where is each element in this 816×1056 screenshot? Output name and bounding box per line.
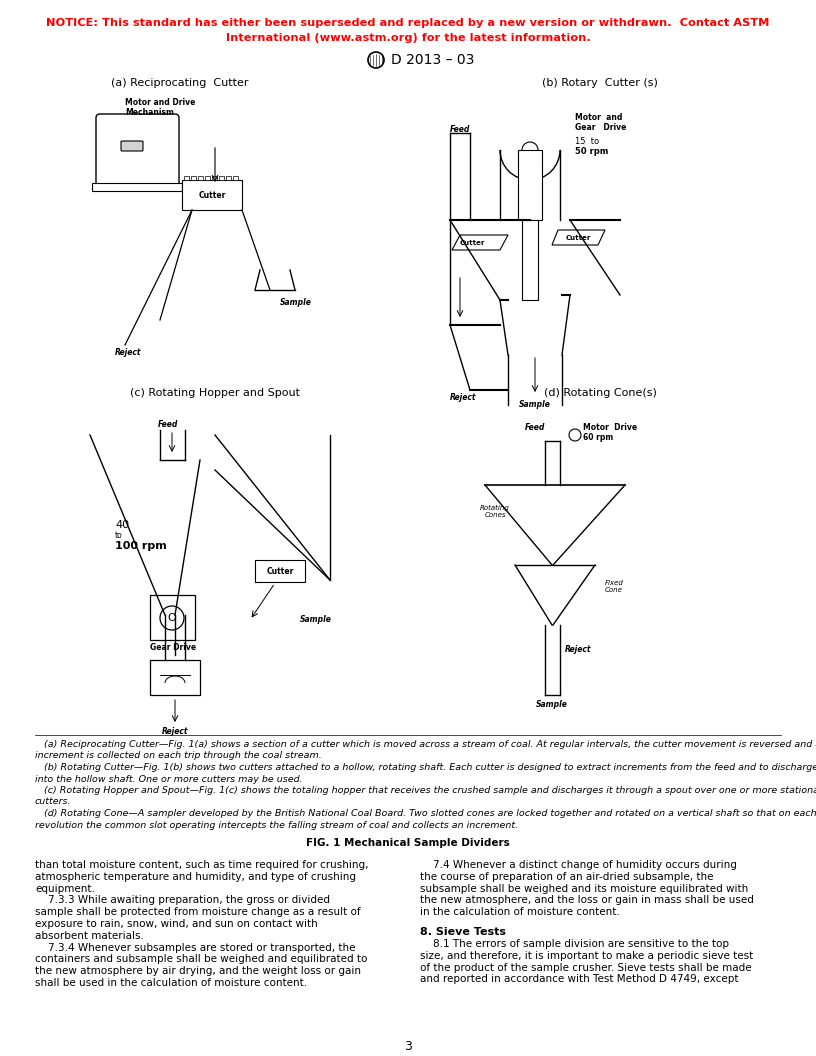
Bar bbox=[150, 660, 200, 695]
Text: shall be used in the calculation of moisture content.: shall be used in the calculation of mois… bbox=[35, 978, 307, 988]
Text: 50 rpm: 50 rpm bbox=[575, 147, 609, 156]
Text: 15  to: 15 to bbox=[575, 137, 599, 146]
Text: Motor  Drive: Motor Drive bbox=[583, 423, 637, 432]
Bar bbox=[92, 183, 182, 191]
Text: Cutter: Cutter bbox=[459, 240, 485, 246]
Text: subsample shall be weighed and its moisture equilibrated with: subsample shall be weighed and its moist… bbox=[420, 884, 748, 893]
Text: Feed: Feed bbox=[525, 423, 545, 432]
Text: 40: 40 bbox=[115, 520, 129, 530]
Text: Cutter: Cutter bbox=[198, 190, 226, 200]
Text: (b) Rotary  Cutter (s): (b) Rotary Cutter (s) bbox=[542, 78, 658, 88]
Text: NOTICE: This standard has either been superseded and replaced by a new version o: NOTICE: This standard has either been su… bbox=[47, 18, 769, 29]
Text: D 2013 – 03: D 2013 – 03 bbox=[391, 53, 474, 67]
Bar bbox=[212, 176, 217, 180]
Bar bbox=[522, 220, 538, 300]
Text: and reported in accordance with Test Method D 4749, except: and reported in accordance with Test Met… bbox=[420, 975, 738, 984]
Text: 100 rpm: 100 rpm bbox=[115, 541, 166, 551]
Text: atmospheric temperature and humidity, and type of crushing: atmospheric temperature and humidity, an… bbox=[35, 872, 356, 882]
Text: Feed: Feed bbox=[450, 125, 470, 134]
Bar bbox=[150, 595, 195, 640]
Text: Gear   Drive: Gear Drive bbox=[575, 122, 627, 132]
Bar bbox=[255, 560, 305, 582]
Text: Rotating
Cones: Rotating Cones bbox=[480, 505, 510, 518]
Text: containers and subsample shall be weighed and equilibrated to: containers and subsample shall be weighe… bbox=[35, 955, 367, 964]
Text: in the calculation of moisture content.: in the calculation of moisture content. bbox=[420, 907, 619, 918]
Text: 7.3.3 While awaiting preparation, the gross or divided: 7.3.3 While awaiting preparation, the gr… bbox=[35, 895, 330, 905]
Text: (b) Rotating Cutter—Fig. 1(b) shows two cutters attached to a hollow, rotating s: (b) Rotating Cutter—Fig. 1(b) shows two … bbox=[35, 763, 816, 772]
Text: Mechanism: Mechanism bbox=[125, 108, 174, 117]
Bar bbox=[182, 180, 242, 210]
Text: Feed: Feed bbox=[158, 420, 179, 429]
Bar bbox=[219, 176, 224, 180]
Text: sample shall be protected from moisture change as a result of: sample shall be protected from moisture … bbox=[35, 907, 361, 918]
Text: the course of preparation of an air-dried subsample, the: the course of preparation of an air-drie… bbox=[420, 872, 713, 882]
Text: FIG. 1 Mechanical Sample Dividers: FIG. 1 Mechanical Sample Dividers bbox=[306, 838, 510, 848]
Text: cutters.: cutters. bbox=[35, 797, 72, 807]
Text: size, and therefore, it is important to make a periodic sieve test: size, and therefore, it is important to … bbox=[420, 950, 753, 961]
Bar bbox=[191, 176, 196, 180]
Text: (a) Reciprocating  Cutter: (a) Reciprocating Cutter bbox=[111, 78, 249, 88]
Text: (c) Rotating Hopper and Spout—Fig. 1(c) shows the totaling hopper that receives : (c) Rotating Hopper and Spout—Fig. 1(c) … bbox=[35, 786, 816, 795]
Text: 8.1 The errors of sample division are sensitive to the top: 8.1 The errors of sample division are se… bbox=[420, 939, 729, 949]
Text: 3: 3 bbox=[404, 1040, 412, 1053]
Text: Reject: Reject bbox=[115, 348, 141, 357]
Text: (c) Rotating Hopper and Spout: (c) Rotating Hopper and Spout bbox=[130, 388, 300, 398]
Text: Reject: Reject bbox=[565, 645, 592, 654]
Bar bbox=[233, 176, 238, 180]
Text: than total moisture content, such as time required for crushing,: than total moisture content, such as tim… bbox=[35, 860, 369, 870]
Text: Reject: Reject bbox=[162, 727, 188, 736]
Text: absorbent materials.: absorbent materials. bbox=[35, 930, 144, 941]
Text: Fixed
Cone: Fixed Cone bbox=[605, 580, 624, 593]
Text: the new atmosphere by air drying, and the weight loss or gain: the new atmosphere by air drying, and th… bbox=[35, 966, 361, 976]
Text: 7.4 Whenever a distinct change of humidity occurs during: 7.4 Whenever a distinct change of humidi… bbox=[420, 860, 737, 870]
Text: (d) Rotating Cone(s): (d) Rotating Cone(s) bbox=[543, 388, 656, 398]
Bar bbox=[184, 176, 189, 180]
Text: Sample: Sample bbox=[280, 298, 312, 307]
Text: revolution the common slot operating intercepts the falling stream of coal and c: revolution the common slot operating int… bbox=[35, 821, 518, 830]
Text: Cutter: Cutter bbox=[565, 235, 591, 241]
Text: Motor  and: Motor and bbox=[575, 113, 623, 122]
Text: 8. Sieve Tests: 8. Sieve Tests bbox=[420, 927, 506, 938]
Text: equipment.: equipment. bbox=[35, 884, 95, 893]
Text: Sample: Sample bbox=[536, 700, 568, 709]
Text: of the product of the sample crusher. Sieve tests shall be made: of the product of the sample crusher. Si… bbox=[420, 963, 752, 973]
Text: (a) Reciprocating Cutter—Fig. 1(a) shows a section of a cutter which is moved ac: (a) Reciprocating Cutter—Fig. 1(a) shows… bbox=[35, 740, 816, 749]
Text: exposure to rain, snow, wind, and sun on contact with: exposure to rain, snow, wind, and sun on… bbox=[35, 919, 317, 929]
Text: to: to bbox=[115, 531, 122, 540]
Text: the new atmosphere, and the loss or gain in mass shall be used: the new atmosphere, and the loss or gain… bbox=[420, 895, 754, 905]
Text: Reject: Reject bbox=[450, 393, 477, 402]
Text: O: O bbox=[167, 612, 176, 623]
Bar bbox=[198, 176, 203, 180]
FancyBboxPatch shape bbox=[121, 142, 143, 151]
Text: (d) Rotating Cone—A sampler developed by the British National Coal Board. Two sl: (d) Rotating Cone—A sampler developed by… bbox=[35, 809, 816, 818]
Text: Motor and Drive: Motor and Drive bbox=[125, 98, 195, 107]
Text: Cutter: Cutter bbox=[266, 566, 294, 576]
Text: into the hollow shaft. One or more cutters may be used.: into the hollow shaft. One or more cutte… bbox=[35, 774, 303, 784]
Bar bbox=[226, 176, 231, 180]
Text: International (www.astm.org) for the latest information.: International (www.astm.org) for the lat… bbox=[226, 33, 590, 43]
Text: Gear Drive: Gear Drive bbox=[150, 643, 196, 652]
Bar bbox=[518, 150, 542, 220]
Text: increment is collected on each trip through the coal stream.: increment is collected on each trip thro… bbox=[35, 752, 322, 760]
FancyBboxPatch shape bbox=[96, 114, 179, 187]
Text: Sample: Sample bbox=[519, 400, 551, 409]
Text: 7.3.4 Whenever subsamples are stored or transported, the: 7.3.4 Whenever subsamples are stored or … bbox=[35, 943, 356, 953]
Text: Sample: Sample bbox=[300, 615, 332, 624]
Text: 60 rpm: 60 rpm bbox=[583, 433, 614, 442]
Bar bbox=[205, 176, 210, 180]
